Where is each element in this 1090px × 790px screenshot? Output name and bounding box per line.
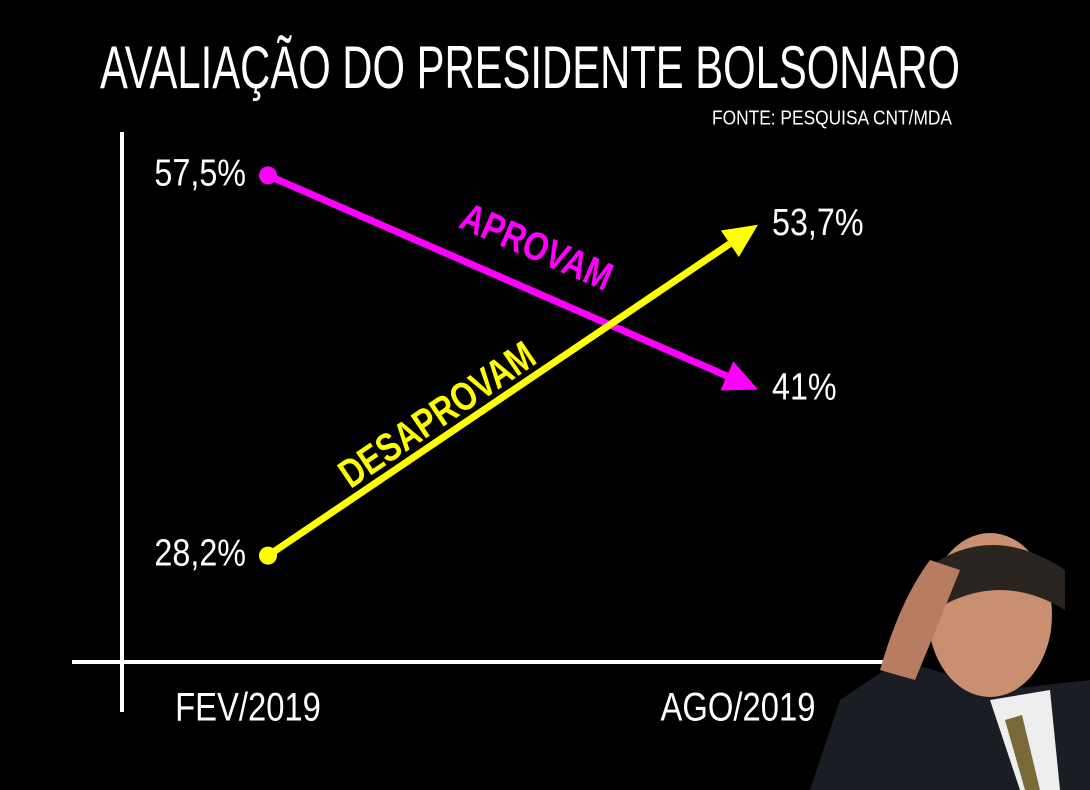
value-label: 53,7% [772,201,864,243]
series-line [266,240,732,559]
x-tick-label: FEV/2019 [175,684,321,729]
x-tick-label: AGO/2019 [661,684,816,729]
value-label: 28,2% [154,532,246,574]
photo [810,533,1090,790]
chart-title: AVALIAÇÃO DO PRESIDENTE BOLSONARO [100,34,960,101]
series-line [266,172,729,380]
chart-subtitle: FONTE: PESQUISA CNT/MDA [712,107,953,129]
arrow-head [720,224,758,258]
point [259,166,277,185]
value-label: 41% [772,366,837,408]
arrow-head [720,361,758,391]
value-label: 57,5% [154,152,246,194]
point [259,546,277,565]
